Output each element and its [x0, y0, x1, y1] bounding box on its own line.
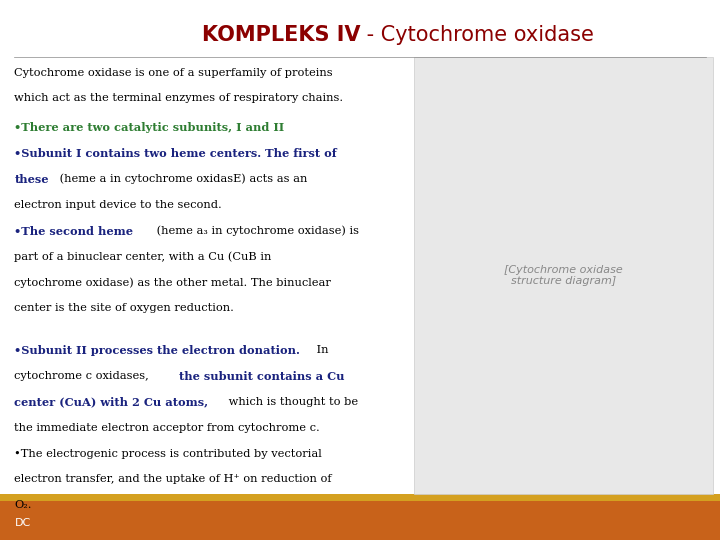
Text: O₂.: O₂. [14, 501, 32, 510]
Text: (heme a in cytochrome oxidasE) acts as an: (heme a in cytochrome oxidasE) acts as a… [56, 174, 307, 184]
Text: center is the site of oxygen reduction.: center is the site of oxygen reduction. [14, 303, 234, 313]
FancyBboxPatch shape [414, 57, 713, 494]
Text: •The electrogenic process is contributed by vectorial: •The electrogenic process is contributed… [14, 449, 322, 458]
Text: •Subunit I contains two heme centers. The first of: •Subunit I contains two heme centers. Th… [14, 148, 337, 159]
Text: Cytochrome oxidase is one of a superfamily of proteins: Cytochrome oxidase is one of a superfami… [14, 68, 333, 78]
Text: - Cytochrome oxidase: - Cytochrome oxidase [360, 25, 594, 45]
Text: these: these [14, 174, 49, 185]
Text: In: In [313, 345, 329, 355]
Text: cytochrome oxidase) as the other metal. The binuclear: cytochrome oxidase) as the other metal. … [14, 278, 331, 288]
FancyBboxPatch shape [0, 494, 720, 501]
Text: [Cytochrome oxidase
structure diagram]: [Cytochrome oxidase structure diagram] [504, 265, 623, 286]
Text: •There are two catalytic subunits, I and II: •There are two catalytic subunits, I and… [14, 122, 284, 133]
Text: which act as the terminal enzymes of respiratory chains.: which act as the terminal enzymes of res… [14, 93, 343, 104]
Text: which is thought to be: which is thought to be [225, 397, 359, 407]
Text: cytochrome c oxidases,: cytochrome c oxidases, [14, 371, 153, 381]
Text: electron input device to the second.: electron input device to the second. [14, 200, 222, 210]
Text: the subunit contains a Cu: the subunit contains a Cu [179, 371, 344, 382]
Text: electron transfer, and the uptake of H⁺ on reduction of: electron transfer, and the uptake of H⁺ … [14, 475, 332, 484]
Text: •Subunit II processes the electron donation.: •Subunit II processes the electron donat… [14, 345, 300, 356]
Text: center (CuA) with 2 Cu atoms,: center (CuA) with 2 Cu atoms, [14, 397, 209, 408]
Text: the immediate electron acceptor from cytochrome c.: the immediate electron acceptor from cyt… [14, 423, 320, 433]
Text: KOMPLEKS IV: KOMPLEKS IV [202, 25, 360, 45]
Text: part of a binuclear center, with a Cu (CuB in: part of a binuclear center, with a Cu (C… [14, 252, 271, 262]
FancyBboxPatch shape [0, 494, 720, 540]
Text: DC: DC [14, 517, 31, 528]
Text: (heme a₃ in cytochrome oxidase) is: (heme a₃ in cytochrome oxidase) is [153, 226, 359, 236]
Text: •The second heme: •The second heme [14, 226, 133, 237]
